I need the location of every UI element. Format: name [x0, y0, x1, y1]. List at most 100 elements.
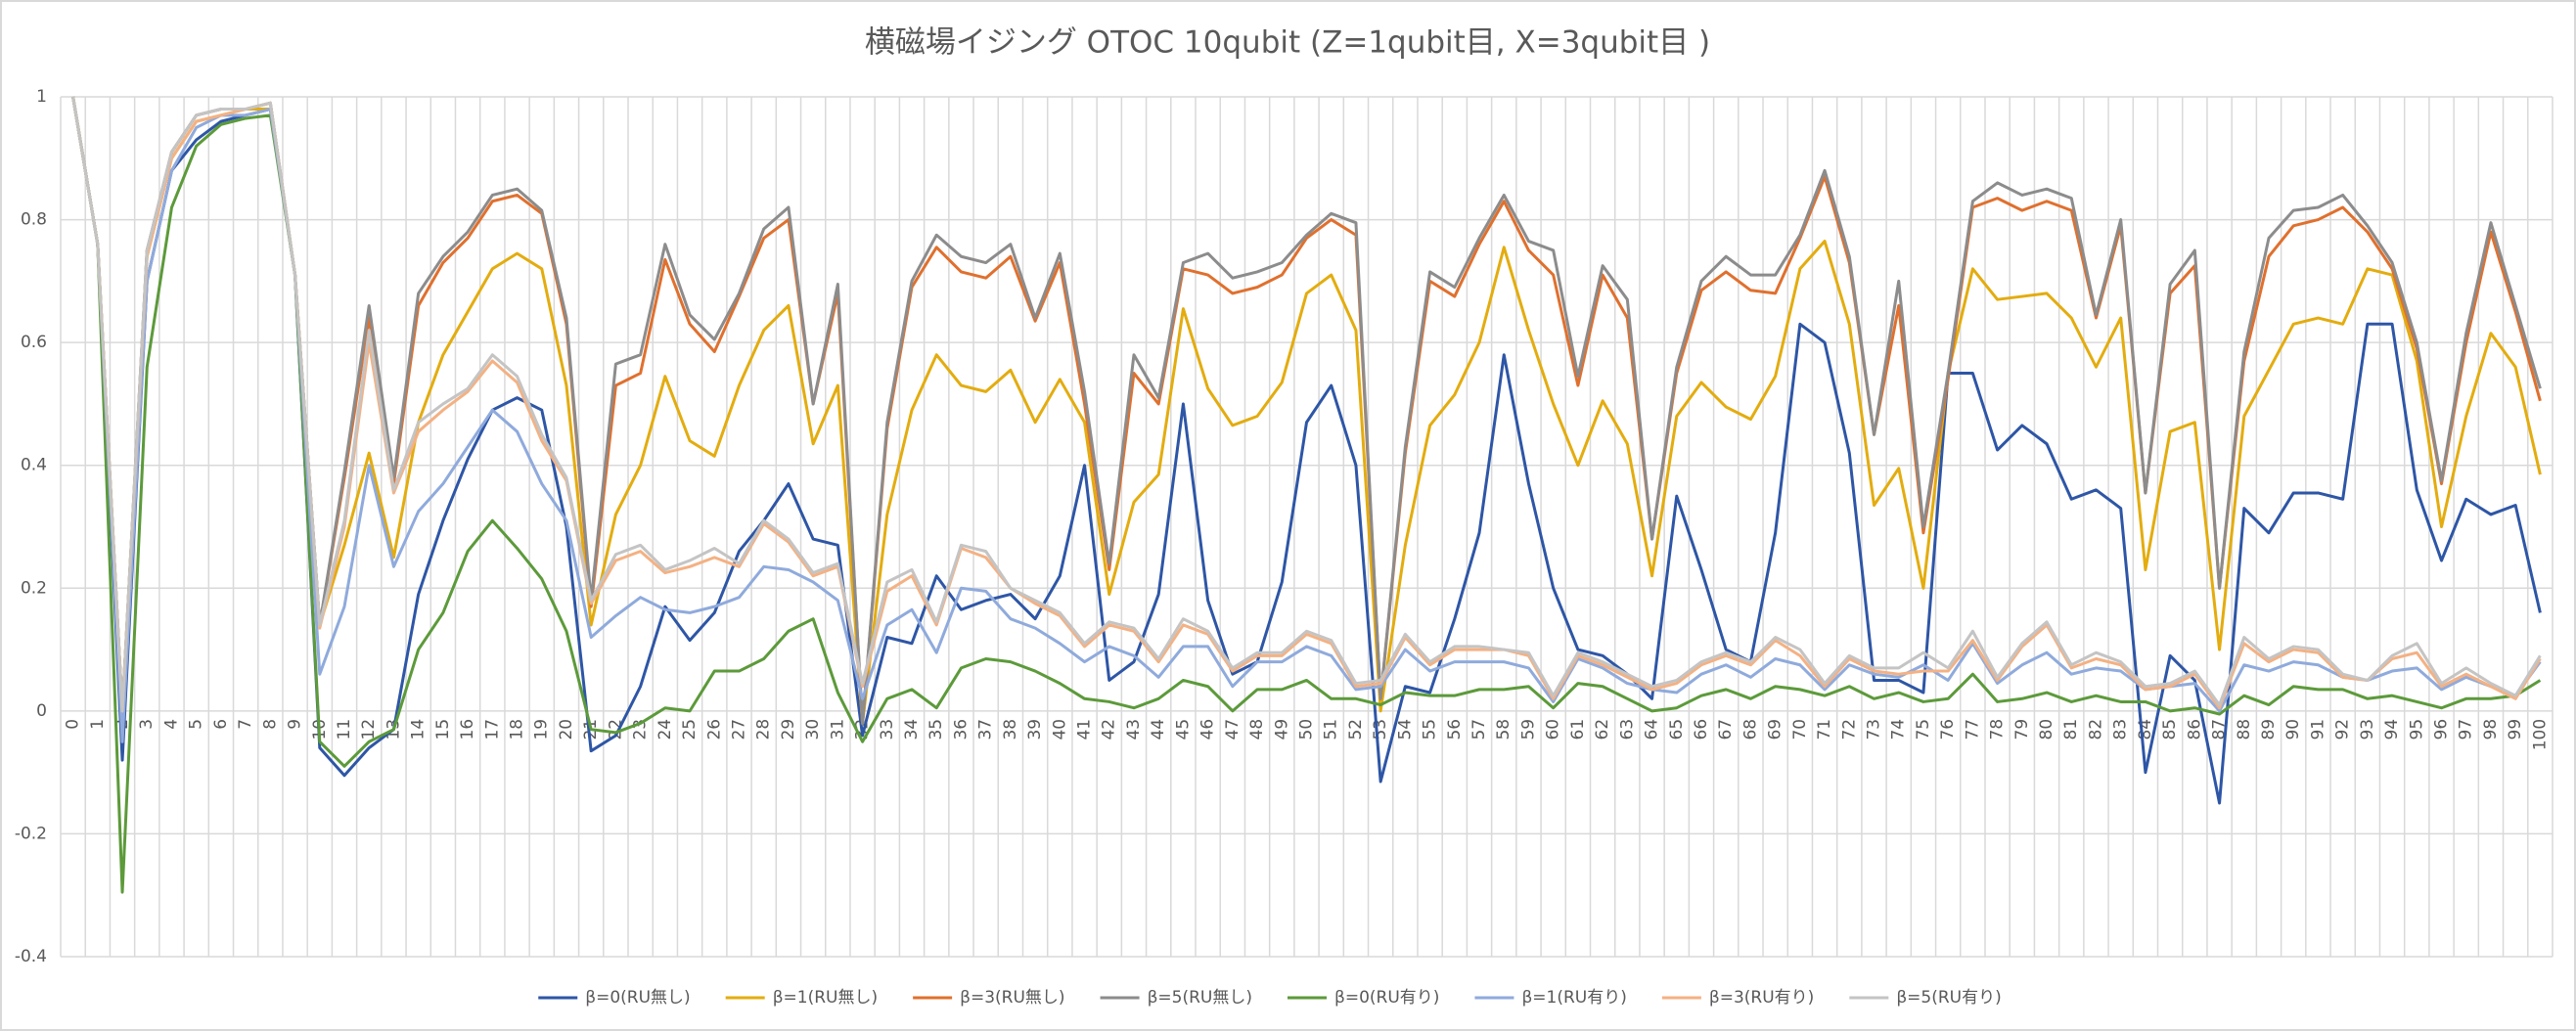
chart-title: 横磁場イジング OTOC 10qubit (Z=1qubit目, X=3qubi… [865, 25, 1710, 61]
x-tick-label: 36 [951, 719, 971, 740]
x-tick-label: 1 [88, 719, 108, 730]
x-tick-label: 37 [976, 719, 996, 740]
x-tick-label: 14 [409, 719, 429, 740]
x-tick-label: 67 [1716, 719, 1736, 740]
y-tick-label: 0.8 [21, 210, 47, 230]
x-tick-label: 55 [1421, 719, 1440, 740]
x-tick-label: 43 [1124, 719, 1144, 740]
x-tick-label: 18 [508, 719, 527, 740]
x-tick-label: 95 [2407, 719, 2426, 740]
x-tick-label: 71 [1815, 719, 1834, 740]
x-tick-label: 25 [680, 719, 700, 740]
y-tick-label: -0.4 [15, 947, 47, 966]
x-tick-label: 47 [1223, 719, 1243, 740]
x-tick-label: 76 [1938, 719, 1958, 740]
x-tick-label: 20 [557, 719, 576, 740]
x-tick-label: 100 [2530, 719, 2550, 750]
x-tick-label: 48 [1247, 719, 1267, 740]
x-tick-label: 34 [902, 719, 922, 740]
x-tick-label: 4 [161, 719, 181, 730]
x-tick-label: 12 [359, 719, 379, 740]
x-tick-label: 91 [2308, 719, 2327, 740]
series-line [71, 96, 2542, 713]
x-tick-label: 33 [878, 719, 897, 740]
legend-label: β=3(RU有り) [1709, 988, 1814, 1008]
x-tick-label: 26 [704, 719, 724, 740]
x-tick-label: 65 [1667, 719, 1687, 740]
x-tick-label: 68 [1740, 719, 1760, 740]
x-tick-label: 82 [2086, 719, 2105, 740]
x-tick-label: 51 [1322, 719, 1341, 740]
x-tick-label: 70 [1790, 719, 1810, 740]
y-tick-label: 0.2 [21, 578, 47, 598]
series-line [71, 96, 2542, 743]
y-tick-label: 0 [36, 701, 47, 721]
x-tick-label: 16 [458, 719, 477, 740]
x-tick-label: 99 [2506, 719, 2525, 740]
x-tick-label: 94 [2382, 719, 2402, 740]
x-tick-label: 63 [1617, 719, 1637, 740]
x-tick-label: 60 [1544, 719, 1563, 740]
x-tick-label: 49 [1272, 719, 1291, 740]
x-tick-label: 97 [2457, 719, 2476, 740]
x-tick-label: 57 [1469, 719, 1489, 740]
x-tick-label: 24 [655, 719, 675, 740]
x-tick-label: 45 [1173, 719, 1193, 740]
x-tick-label: 52 [1346, 719, 1366, 740]
x-tick-label: 28 [754, 719, 774, 740]
legend-label: β=5(RU有り) [1896, 988, 2001, 1008]
x-tick-label: 11 [335, 719, 354, 740]
x-tick-label: 73 [1865, 719, 1884, 740]
y-tick-label: 0.6 [21, 333, 47, 352]
x-tick-label: 96 [2432, 719, 2452, 740]
legend-label: β=5(RU無し) [1148, 988, 1252, 1008]
x-tick-label: 19 [532, 719, 552, 740]
x-tick-label: 88 [2235, 719, 2254, 740]
x-tick-label: 41 [1075, 719, 1095, 740]
x-tick-label: 86 [2185, 719, 2204, 740]
legend-label: β=0(RU有り) [1334, 988, 1439, 1008]
x-tick-label: 44 [1149, 719, 1168, 740]
x-tick-label: 77 [1963, 719, 1982, 740]
series-line [71, 96, 2542, 725]
x-tick-label: 29 [779, 719, 798, 740]
x-tick-label: 93 [2358, 719, 2377, 740]
x-tick-label: 79 [2012, 719, 2032, 740]
x-tick-label: 15 [433, 719, 453, 740]
x-tick-label: 56 [1445, 719, 1465, 740]
x-tick-label: 3 [137, 719, 157, 730]
x-tick-label: 69 [1766, 719, 1785, 740]
series-line [71, 96, 2542, 894]
x-tick-label: 42 [1100, 719, 1119, 740]
x-tick-label: 75 [1914, 719, 1933, 740]
y-tick-label: 0.4 [21, 456, 47, 475]
x-tick-label: 66 [1692, 719, 1711, 740]
x-tick-label: 54 [1395, 719, 1415, 740]
x-tick-label: 58 [1494, 719, 1514, 740]
x-tick-label: 53 [1371, 719, 1390, 740]
x-tick-label: 59 [1518, 719, 1538, 740]
x-tick-label: 72 [1839, 719, 1859, 740]
x-tick-label: 6 [211, 719, 231, 730]
x-tick-label: 50 [1297, 719, 1317, 740]
y-tick-label: 1 [36, 87, 47, 107]
x-tick-label: 7 [236, 719, 255, 730]
legend-label: β=0(RU無し) [585, 988, 690, 1008]
x-tick-label: 92 [2333, 719, 2353, 740]
legend-label: β=1(RU有り) [1521, 988, 1626, 1008]
x-tick-label: 35 [926, 719, 946, 740]
x-tick-label: 8 [260, 719, 280, 730]
x-tick-label: 38 [1001, 719, 1020, 740]
x-tick-label: 74 [1889, 719, 1909, 740]
x-tick-label: 39 [1025, 719, 1045, 740]
x-tick-label: 64 [1643, 719, 1662, 740]
x-tick-label: 9 [286, 719, 305, 730]
series-line [71, 96, 2542, 713]
x-tick-label: 89 [2259, 719, 2279, 740]
x-tick-label: 90 [2283, 719, 2303, 740]
x-tick-label: 98 [2481, 719, 2501, 740]
legend-label: β=1(RU無し) [773, 988, 878, 1008]
